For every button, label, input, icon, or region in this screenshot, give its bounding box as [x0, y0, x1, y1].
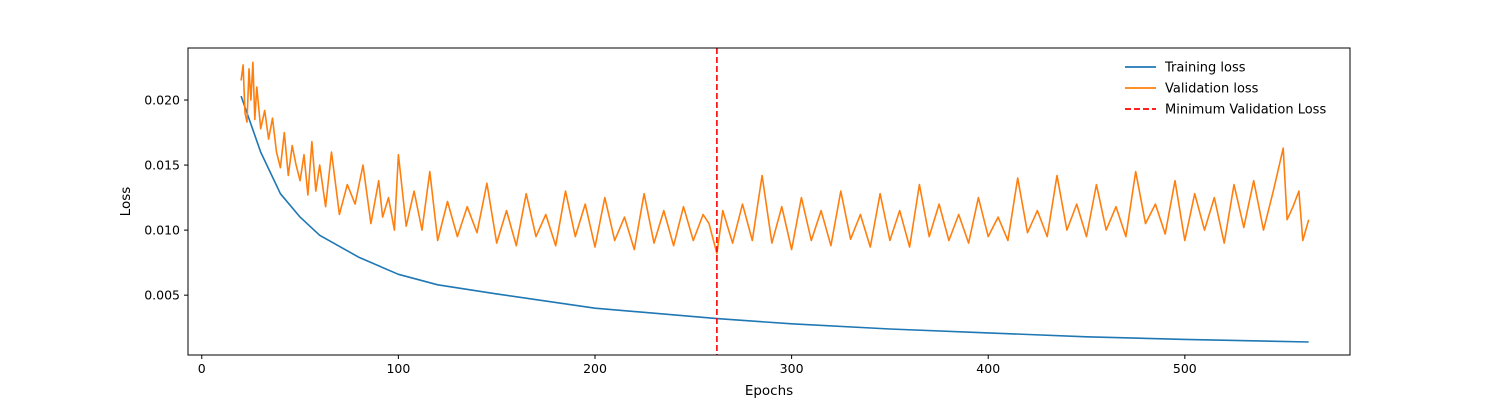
plot-area-frame — [187, 47, 1351, 356]
x-axis-title: Epochs — [745, 383, 793, 399]
legend-label: Minimum Validation Loss — [1165, 103, 1326, 118]
x-tick-label: 500 — [1173, 361, 1197, 376]
legend-label: Validation loss — [1165, 82, 1259, 97]
x-tick-label: 300 — [780, 361, 804, 376]
y-tick-label: 0.015 — [144, 158, 180, 173]
series-line-1 — [240, 95, 1309, 343]
y-axis-title: Loss — [118, 187, 134, 217]
y-tick-label: 0.020 — [144, 93, 180, 108]
legend: Training loss Validation loss Minimum Vali… — [1125, 61, 1326, 118]
x-tick-label: 400 — [976, 361, 1000, 376]
series-line-2 — [240, 61, 1310, 255]
y-tick-label: 0.005 — [144, 288, 180, 303]
x-tick-label: 100 — [386, 361, 410, 376]
legend-label: Training loss — [1164, 61, 1246, 76]
x-tick-label: 200 — [583, 361, 607, 376]
y-tick-label: 0.010 — [144, 223, 180, 238]
x-tick-label: 0 — [198, 361, 206, 376]
